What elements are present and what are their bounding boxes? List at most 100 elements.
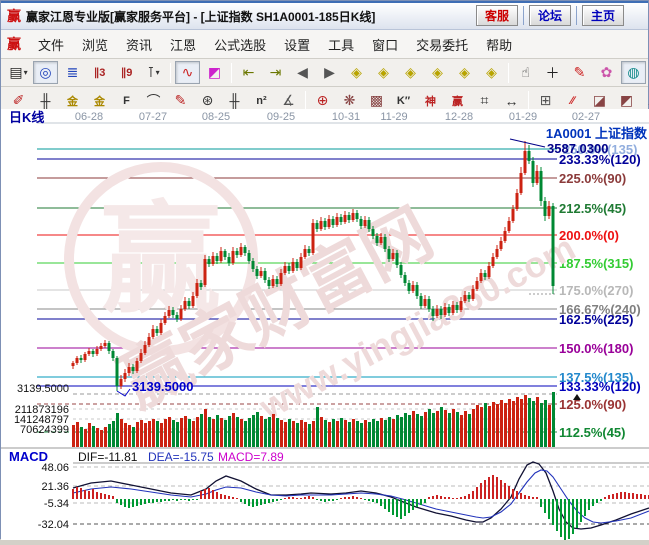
title-buttons: 客服 论坛 主页 bbox=[476, 5, 624, 26]
menu-item[interactable]: 帮助 bbox=[486, 37, 513, 53]
fan-box-2-icon[interactable]: ◩ bbox=[619, 92, 634, 108]
menu-logo-icon: 赢 bbox=[7, 36, 21, 52]
gann-level-label: 250.0%(135) bbox=[563, 142, 637, 157]
gann-diamond-left-icon[interactable]: ◈ bbox=[351, 64, 362, 80]
kline-period-icon[interactable]: ▤ ▾ bbox=[9, 64, 28, 80]
ying-grid-icon[interactable]: 赢 bbox=[452, 95, 463, 108]
spider-web-icon[interactable]: ❋ bbox=[343, 92, 356, 108]
title-button-2[interactable]: 论坛 bbox=[529, 5, 571, 26]
gann-level-label: 212.5%(45) bbox=[559, 201, 626, 216]
macd-title[interactable]: MACD bbox=[9, 449, 48, 464]
square-web-icon[interactable]: ▩ bbox=[369, 92, 384, 108]
f-grid-icon[interactable]: F bbox=[123, 94, 130, 107]
svg-text:10-31: 10-31 bbox=[332, 111, 360, 123]
menu-item[interactable]: 公式选股 bbox=[214, 37, 267, 53]
time-grid-icon[interactable]: ╫ bbox=[229, 92, 240, 109]
pink-gann-tool-icon[interactable]: ✿ bbox=[600, 64, 613, 80]
mark-pen-icon[interactable]: ✎ bbox=[573, 64, 586, 80]
colored-kline-icon[interactable]: ◩ bbox=[207, 64, 222, 80]
h-measure-icon[interactable]: ↔ bbox=[504, 92, 519, 109]
menu-items: 文件 浏览 资讯 江恩 公式选股 设置 工具 窗口 交易委托 帮助 bbox=[29, 32, 521, 57]
toolbar-separator bbox=[528, 90, 529, 111]
crosshair-icon[interactable]: ＋ bbox=[545, 64, 560, 81]
svg-text:01-29: 01-29 bbox=[509, 111, 537, 123]
gann-level-label: 112.5%(45) bbox=[559, 425, 626, 440]
target-circle-icon[interactable]: ⊕ bbox=[316, 92, 329, 108]
menu-item[interactable]: 文件 bbox=[38, 37, 65, 53]
gann-levels: 250.0%(135)233.33%(120) 225.0%(90) 212.5%(… bbox=[37, 142, 641, 440]
ruler-123-icon[interactable]: ⌗ bbox=[480, 92, 489, 108]
menu-item[interactable]: 窗口 bbox=[372, 37, 399, 53]
gann-level-label: 233.33%(120) bbox=[559, 152, 641, 167]
gann-diamond-x-icon[interactable]: ◈ bbox=[432, 64, 443, 80]
bars-3min-icon[interactable]: ∥3 bbox=[93, 67, 106, 79]
trend-wave-icon[interactable]: ∿ bbox=[175, 61, 200, 84]
angle-mirror-icon[interactable]: ∡ bbox=[282, 92, 295, 108]
n-square-icon[interactable]: n² bbox=[256, 94, 267, 107]
gann-level-label: 166.67%(240) bbox=[559, 302, 641, 317]
menu-bar: 赢 文件 浏览 资讯 江恩 公式选股 设置 工具 窗口 交易委托 帮助 bbox=[1, 30, 648, 59]
gann-level-label: 125.0%(90) bbox=[559, 397, 626, 412]
menu-item[interactable]: 浏览 bbox=[82, 37, 109, 53]
gold-grid-a-icon[interactable]: 金 bbox=[67, 95, 78, 108]
svg-text:06-28: 06-28 bbox=[75, 111, 103, 123]
network-icon[interactable]: ◎ bbox=[33, 61, 58, 84]
gann-diamond-h-icon[interactable]: ◈ bbox=[405, 64, 416, 80]
menu-item[interactable]: 交易委托 bbox=[416, 37, 469, 53]
menu-item[interactable]: 设置 bbox=[284, 37, 311, 53]
annotations: 3139.5000 3587.0300 bbox=[116, 138, 608, 400]
app-logo-icon: 赢 bbox=[7, 8, 21, 24]
title-button-1[interactable]: 客服 bbox=[476, 5, 518, 26]
title-bar: 赢 赢家江恩专业版[赢家服务平台] - [上证指数 SH1A0001-185日K… bbox=[1, 1, 648, 30]
k-quote-icon[interactable]: K″ bbox=[396, 94, 411, 107]
svg-text:141248797: 141248797 bbox=[14, 414, 69, 426]
triangle-marker bbox=[573, 394, 581, 400]
svg-text:赢: 赢 bbox=[101, 193, 221, 327]
svg-text:70624399: 70624399 bbox=[20, 424, 69, 436]
gann-diamond-right-icon[interactable]: ◈ bbox=[378, 64, 389, 80]
macd-histogram bbox=[72, 475, 649, 540]
red-fan-icon[interactable]: ∕∕ bbox=[570, 94, 575, 107]
toolbar-separator bbox=[508, 62, 509, 83]
gold-grid-b-icon[interactable]: 金 bbox=[94, 95, 105, 108]
macd-panel: MACD DIF=-11.81 DEA=-15.75 MACD=7.89 48.06 21… bbox=[1, 447, 649, 531]
title-button-3[interactable]: 主页 bbox=[582, 5, 624, 26]
high-annotation: 3587.0300 bbox=[547, 141, 608, 156]
gann-grid-icon[interactable]: ╫ bbox=[40, 92, 51, 109]
angle-fan-icon[interactable]: ∠ bbox=[641, 89, 649, 112]
svg-text:211873196: 211873196 bbox=[15, 404, 69, 416]
gann-level-label: 187.5%(315) bbox=[559, 256, 633, 271]
period-label: 日K线 bbox=[9, 110, 44, 125]
svg-text:02-27: 02-27 bbox=[572, 111, 600, 123]
candle-style-icon[interactable]: ⊺ ▾ bbox=[147, 64, 160, 80]
gann-level-label: 162.5%(225) bbox=[559, 312, 633, 327]
cycle-tool-icon[interactable]: ◍ bbox=[621, 61, 646, 84]
symbol-label: 1A0001 上证指数 bbox=[546, 126, 648, 141]
candlestick-series bbox=[71, 141, 555, 391]
prev-page-icon[interactable]: ◀ bbox=[297, 64, 308, 80]
next-page-icon[interactable]: ▶ bbox=[324, 64, 335, 80]
first-page-icon[interactable]: ⇤ bbox=[242, 64, 255, 80]
bars-9min-icon[interactable]: ∥9 bbox=[120, 67, 133, 79]
pen-chart-icon[interactable]: ✎ bbox=[174, 92, 187, 108]
menu-item[interactable]: 江恩 bbox=[170, 37, 197, 53]
arc-tool-icon[interactable]: ⌒ bbox=[146, 92, 161, 109]
last-page-icon[interactable]: ⇥ bbox=[269, 64, 282, 80]
shen-grid-icon[interactable]: 神 bbox=[425, 95, 436, 108]
gann-diamond-v-icon[interactable]: ◈ bbox=[486, 64, 497, 80]
gann-diamond-star-icon[interactable]: ◈ bbox=[459, 64, 470, 80]
hand-drag-icon[interactable]: ☝ bbox=[521, 64, 530, 80]
low-annotation: 3139.5000 bbox=[132, 379, 193, 394]
fan-box-icon[interactable]: ◪ bbox=[592, 92, 607, 108]
menu-item[interactable]: 资讯 bbox=[126, 37, 153, 53]
svg-text:-5.34: -5.34 bbox=[44, 498, 69, 510]
gann-level-label: 150.0%(180) bbox=[559, 341, 633, 356]
gann-wheel-icon[interactable]: ⊛ bbox=[201, 92, 214, 108]
menu-item[interactable]: 工具 bbox=[328, 37, 355, 53]
chart-canvas[interactable]: 06-28 07-27 08-25 09-25 10-31 11-29 12-28 01-29… bbox=[1, 109, 649, 540]
box-tool-icon[interactable]: ⊞ bbox=[539, 92, 552, 108]
brush-icon[interactable]: ✐ bbox=[12, 92, 25, 108]
svg-text:12-28: 12-28 bbox=[445, 111, 473, 123]
info-list-icon[interactable]: ≣ bbox=[66, 64, 79, 80]
date-axis: 06-28 07-27 08-25 09-25 10-31 11-29 12-28 01-29… bbox=[37, 111, 649, 124]
